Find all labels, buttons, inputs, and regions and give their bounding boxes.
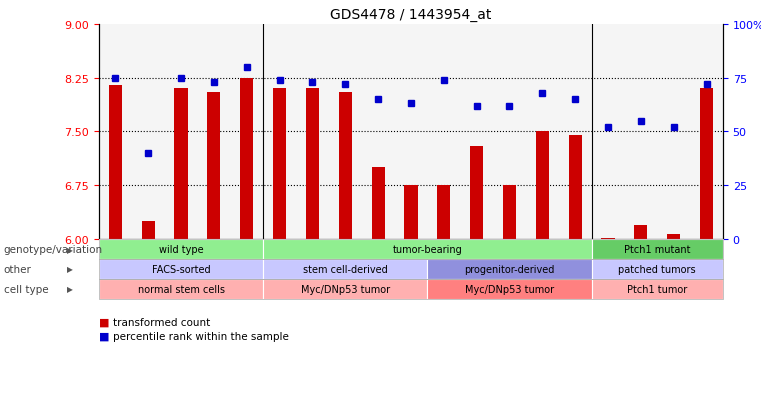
Text: cell type: cell type xyxy=(4,284,49,294)
Bar xyxy=(273,89,286,240)
Bar xyxy=(438,186,451,240)
Bar xyxy=(601,238,615,240)
Text: Myc/DNp53 tumor: Myc/DNp53 tumor xyxy=(465,284,554,294)
Bar xyxy=(142,222,154,240)
Text: FACS-sorted: FACS-sorted xyxy=(151,264,210,274)
Bar xyxy=(503,186,516,240)
Text: transformed count: transformed count xyxy=(113,317,210,327)
Text: genotype/variation: genotype/variation xyxy=(4,244,103,254)
Text: tumor-bearing: tumor-bearing xyxy=(393,244,462,254)
Bar xyxy=(700,89,713,240)
Text: ■: ■ xyxy=(99,317,110,327)
Text: ▶: ▶ xyxy=(67,285,73,294)
Text: percentile rank within the sample: percentile rank within the sample xyxy=(113,331,288,341)
Text: stem cell-derived: stem cell-derived xyxy=(303,264,387,274)
Bar xyxy=(536,132,549,240)
Bar xyxy=(339,93,352,240)
Bar xyxy=(174,89,188,240)
Bar xyxy=(634,225,648,240)
Text: wild type: wild type xyxy=(159,244,203,254)
Bar xyxy=(371,168,384,240)
Text: Myc/DNp53 tumor: Myc/DNp53 tumor xyxy=(301,284,390,294)
Text: other: other xyxy=(4,264,32,274)
Bar xyxy=(109,85,122,240)
Text: normal stem cells: normal stem cells xyxy=(138,284,224,294)
Title: GDS4478 / 1443954_at: GDS4478 / 1443954_at xyxy=(330,8,492,22)
Bar xyxy=(306,89,319,240)
Bar xyxy=(404,186,418,240)
Text: progenitor-derived: progenitor-derived xyxy=(464,264,555,274)
Bar xyxy=(207,93,221,240)
Text: Ptch1 tumor: Ptch1 tumor xyxy=(627,284,687,294)
Text: ▶: ▶ xyxy=(67,265,73,274)
Bar xyxy=(240,78,253,240)
Text: ■: ■ xyxy=(99,331,110,341)
Text: Ptch1 mutant: Ptch1 mutant xyxy=(624,244,690,254)
Bar xyxy=(470,147,483,240)
Text: patched tumors: patched tumors xyxy=(619,264,696,274)
Bar xyxy=(568,136,581,240)
Text: ▶: ▶ xyxy=(67,245,73,254)
Bar xyxy=(667,235,680,240)
